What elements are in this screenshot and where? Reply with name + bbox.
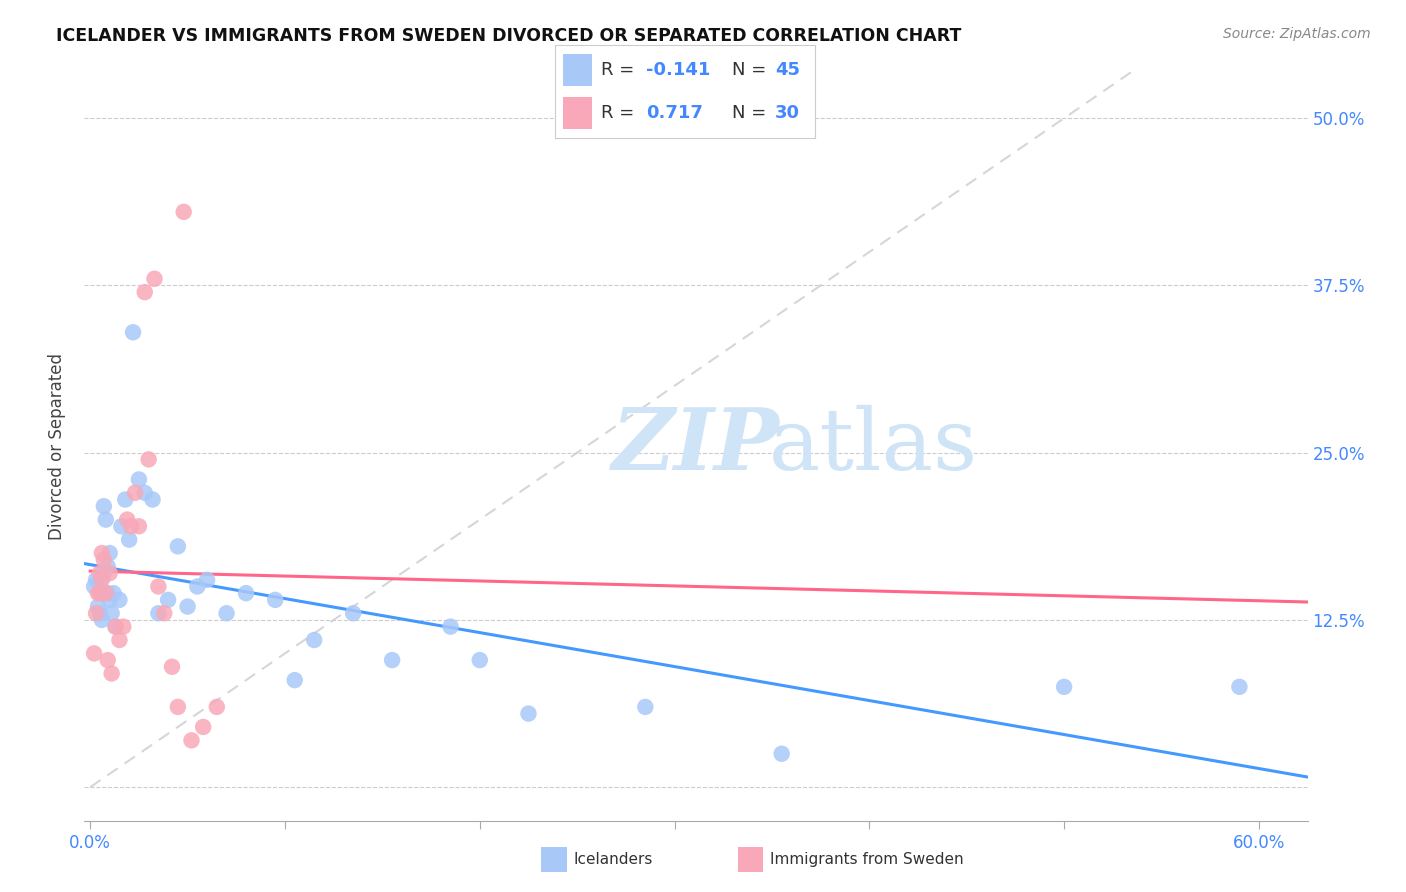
Point: [124, 485, 146, 500]
Point: [84, 573, 107, 587]
Point: [87, 599, 110, 614]
Point: [195, 573, 218, 587]
Point: [90, 546, 112, 560]
Text: R =: R =: [600, 104, 645, 122]
Point: [186, 580, 208, 594]
Text: ICELANDER VS IMMIGRANTS FROM SWEDEN DIVORCED OR SEPARATED CORRELATION CHART: ICELANDER VS IMMIGRANTS FROM SWEDEN DIVO…: [56, 27, 962, 45]
Point: [148, 580, 170, 594]
Point: [634, 699, 657, 714]
Point: [235, 586, 257, 600]
Point: [153, 607, 176, 621]
Point: [100, 666, 122, 681]
Point: [104, 620, 127, 634]
Point: [89, 586, 111, 600]
Point: [141, 492, 163, 507]
Point: [94, 586, 117, 600]
Text: 45: 45: [775, 61, 800, 78]
Text: N =: N =: [733, 104, 772, 122]
Point: [517, 706, 540, 721]
Point: [302, 633, 325, 648]
Point: [143, 272, 166, 286]
Point: [115, 512, 138, 526]
Text: R =: R =: [600, 61, 640, 78]
Point: [134, 485, 156, 500]
Point: [89, 573, 111, 587]
Point: [98, 546, 121, 560]
Point: [84, 607, 107, 621]
Text: Immigrants from Sweden: Immigrants from Sweden: [770, 853, 965, 867]
Text: ZIP: ZIP: [612, 404, 780, 488]
Point: [108, 633, 131, 648]
Point: [128, 473, 150, 487]
Point: [90, 573, 112, 587]
Point: [114, 492, 136, 507]
Point: [120, 519, 142, 533]
Point: [1229, 680, 1251, 694]
Text: N =: N =: [733, 61, 772, 78]
Text: Source: ZipAtlas.com: Source: ZipAtlas.com: [1223, 27, 1371, 41]
Point: [138, 452, 160, 467]
Point: [90, 613, 112, 627]
Text: atlas: atlas: [769, 404, 979, 488]
Point: [166, 699, 188, 714]
Point: [87, 586, 110, 600]
Point: [134, 285, 156, 300]
Point: [93, 566, 115, 581]
Text: Icelanders: Icelanders: [574, 853, 652, 867]
Point: [93, 552, 115, 567]
Point: [97, 653, 120, 667]
Point: [193, 720, 215, 734]
Point: [122, 326, 145, 340]
Point: [148, 607, 170, 621]
Point: [90, 586, 112, 600]
Point: [264, 592, 287, 607]
Point: [160, 660, 183, 674]
Point: [180, 733, 202, 747]
Point: [342, 607, 364, 621]
Point: [176, 599, 198, 614]
Point: [110, 519, 132, 533]
Point: [468, 653, 491, 667]
Point: [770, 747, 793, 761]
Point: [89, 607, 111, 621]
Text: 30: 30: [775, 104, 800, 122]
Point: [118, 533, 141, 547]
Point: [215, 607, 238, 621]
Y-axis label: Divorced or Separated: Divorced or Separated: [48, 352, 66, 540]
Point: [284, 673, 307, 688]
Point: [166, 539, 188, 553]
FancyBboxPatch shape: [564, 97, 592, 129]
Point: [128, 519, 150, 533]
Point: [97, 586, 120, 600]
Point: [98, 566, 121, 581]
Point: [98, 592, 121, 607]
Point: [104, 620, 127, 634]
Point: [83, 580, 105, 594]
Text: -0.141: -0.141: [647, 61, 711, 78]
Point: [157, 592, 180, 607]
Point: [205, 699, 228, 714]
Point: [439, 620, 461, 634]
Point: [100, 607, 122, 621]
Point: [173, 205, 195, 219]
Point: [93, 500, 115, 514]
Point: [89, 566, 111, 581]
Point: [97, 559, 120, 574]
Point: [83, 646, 105, 660]
Text: 0.717: 0.717: [647, 104, 703, 122]
Point: [108, 592, 131, 607]
Point: [1053, 680, 1076, 694]
Point: [94, 512, 117, 526]
Point: [103, 586, 125, 600]
FancyBboxPatch shape: [564, 54, 592, 86]
Point: [112, 620, 135, 634]
Point: [381, 653, 404, 667]
